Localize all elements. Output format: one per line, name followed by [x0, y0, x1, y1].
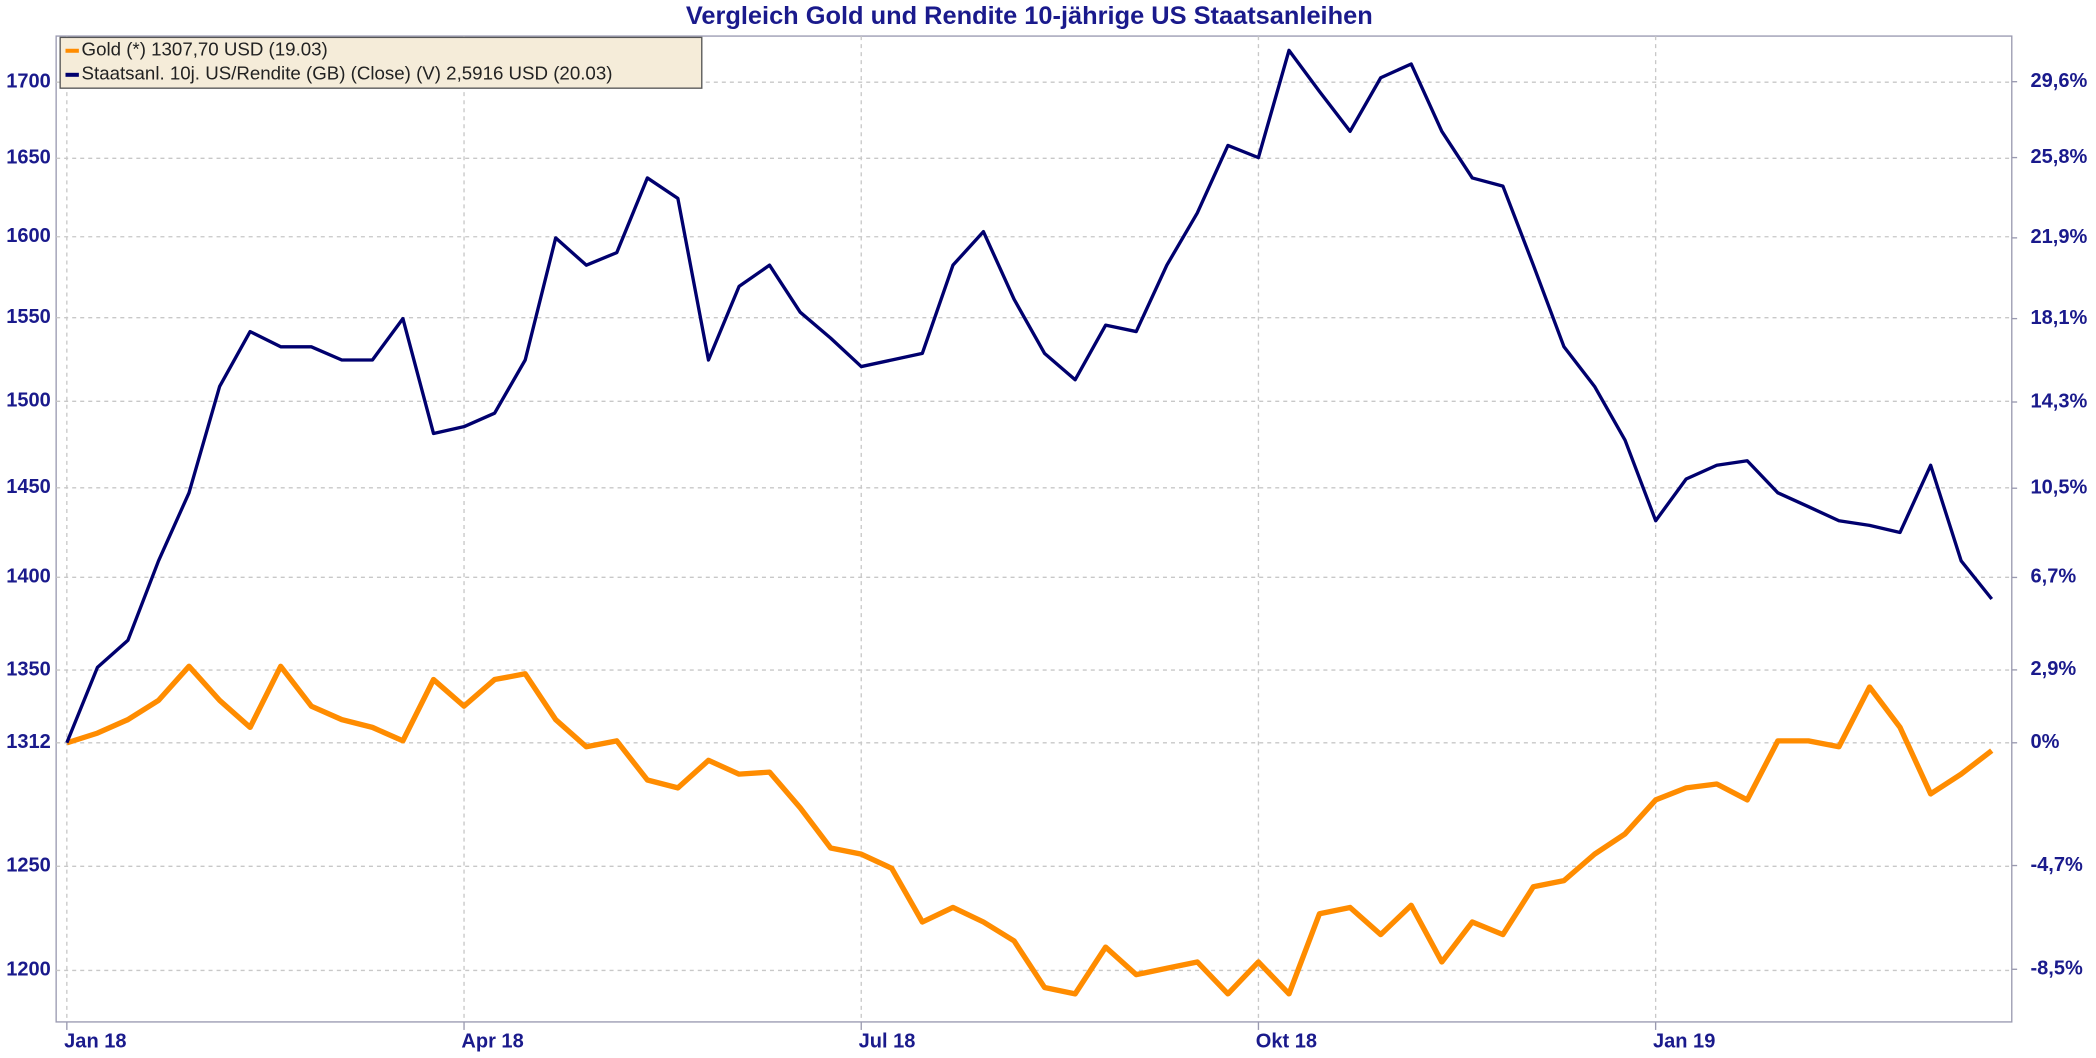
x-tick-label: Jul 18 — [859, 1030, 916, 1052]
y2-tick-label: 29,6% — [2030, 70, 2087, 92]
y-tick-label: 1200 — [6, 959, 51, 981]
plot-area — [55, 35, 2013, 1023]
legend-label: Staatsanl. 10j. US/Rendite (GB) (Close) … — [82, 63, 613, 84]
x-tick-label: Okt 18 — [1256, 1030, 1317, 1052]
chart-title: Vergleich Gold und Rendite 10-jährige US… — [686, 2, 1373, 30]
y2-tick-label: 2,9% — [2030, 658, 2076, 680]
y2-tick-label: 18,1% — [2030, 307, 2087, 329]
y-tick-label: 1450 — [6, 476, 51, 498]
legend-box — [59, 36, 703, 89]
series-line — [65, 48, 1994, 744]
series-line — [66, 663, 1994, 997]
y2-tick-label: 21,9% — [2030, 226, 2087, 248]
y-tick-label: 1350 — [6, 658, 51, 680]
y-tick-label: 1400 — [6, 566, 51, 588]
y2-tick-label: 0% — [2030, 731, 2059, 753]
legend-label: Gold (*) 1307,70 USD (19.03) — [82, 39, 328, 60]
y2-tick-label: 6,7% — [2030, 566, 2076, 588]
x-tick-label: Apr 18 — [461, 1030, 523, 1052]
y-tick-label: 1500 — [6, 390, 51, 412]
y2-tick-label: -8,5% — [2030, 958, 2083, 980]
y-tick-label: 1600 — [6, 225, 51, 247]
x-tick-label: Jan 19 — [1653, 1030, 1715, 1052]
y-tick-label: 1700 — [6, 70, 51, 92]
y2-tick-label: -4,7% — [2030, 854, 2083, 876]
y2-tick-label: 10,5% — [2030, 477, 2087, 499]
y-tick-label: 1650 — [6, 147, 51, 169]
y-tick-label: 1250 — [6, 855, 51, 877]
y2-tick-label: 14,3% — [2030, 390, 2087, 412]
y2-tick-label: 25,8% — [2030, 146, 2087, 168]
y-tick-label: 1312 — [6, 731, 51, 753]
x-tick-label: Jan 18 — [64, 1030, 126, 1052]
y-tick-label: 1550 — [6, 306, 51, 328]
